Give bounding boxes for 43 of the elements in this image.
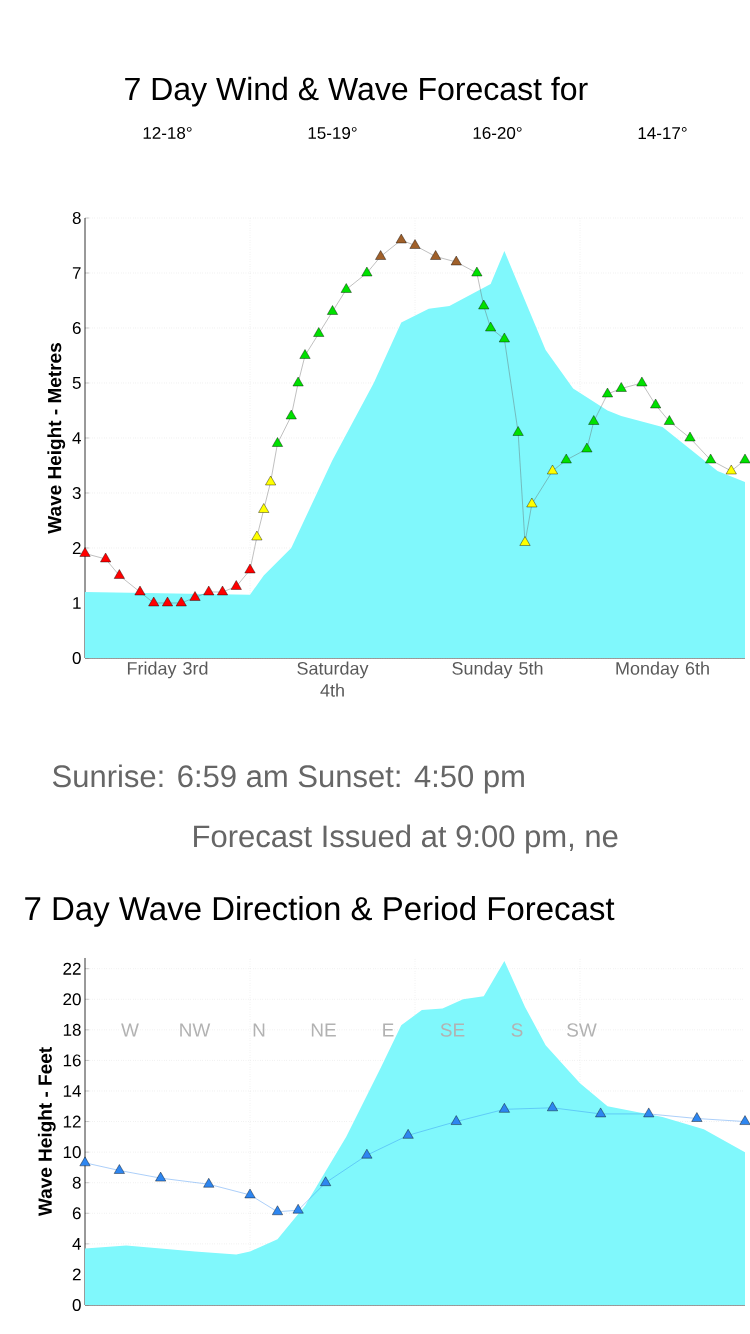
- y-tick-label: 18: [63, 1023, 81, 1036]
- y-axis-title: Wave Height - Metres: [47, 343, 66, 534]
- y-tick-label: 8: [72, 1176, 81, 1189]
- y-tick-label: 16: [63, 1054, 81, 1067]
- y-tick-label: 10: [63, 1146, 81, 1159]
- x-tick-label: Saturday 4th: [297, 661, 369, 697]
- y-tick-label: 0: [72, 651, 81, 665]
- annotation: N: [253, 1023, 265, 1037]
- text: 16-20°: [473, 126, 522, 140]
- x-tick-label: Friday 3rd: [127, 661, 208, 679]
- y-axis-title: Wave Height - Feet: [37, 1047, 56, 1217]
- y-tick-label: 3: [72, 486, 81, 500]
- chart-title: 7 Day Wave Direction & Period Forecast: [25, 896, 615, 927]
- text: Forecast Issued at 9:00 pm, ne: [193, 824, 618, 854]
- annotation: SE: [440, 1023, 465, 1037]
- text: 12-18°: [143, 126, 192, 140]
- y-tick-label: 8: [72, 211, 81, 225]
- annotation: S: [511, 1023, 523, 1037]
- annotation: W: [121, 1023, 139, 1037]
- y-tick-label: 4: [72, 1238, 81, 1250]
- annotation: NW: [180, 1023, 211, 1037]
- y-tick-label: 0: [72, 1298, 81, 1312]
- x-tick-label: Monday 6th: [616, 661, 709, 679]
- y-tick-label: 12: [63, 1115, 81, 1128]
- y-tick-label: 2: [72, 542, 81, 554]
- text: Sunrise: 6:59 am Sunset: 4:50 pm: [52, 764, 524, 794]
- annotation: NE: [311, 1023, 336, 1037]
- x-tick-label: Sunday 5th: [452, 661, 543, 679]
- y-tick-label: 4: [72, 432, 81, 444]
- text: 15-19°: [308, 126, 357, 140]
- y-tick-label: 2: [72, 1268, 81, 1281]
- text: 14-17°: [638, 127, 687, 139]
- y-tick-label: 22: [63, 962, 81, 975]
- chart-title: 7 Day Wind & Wave Forecast for: [125, 76, 588, 107]
- y-tick-label: 5: [72, 377, 81, 389]
- y-tick-label: 6: [72, 321, 81, 335]
- y-tick-label: 6: [72, 1207, 81, 1220]
- y-tick-label: 14: [63, 1085, 81, 1097]
- annotation: SW: [566, 1023, 597, 1037]
- y-tick-label: 7: [72, 267, 81, 279]
- y-tick-label: 20: [63, 993, 81, 1006]
- y-tick-label: 1: [73, 597, 81, 609]
- annotation: E: [383, 1023, 394, 1037]
